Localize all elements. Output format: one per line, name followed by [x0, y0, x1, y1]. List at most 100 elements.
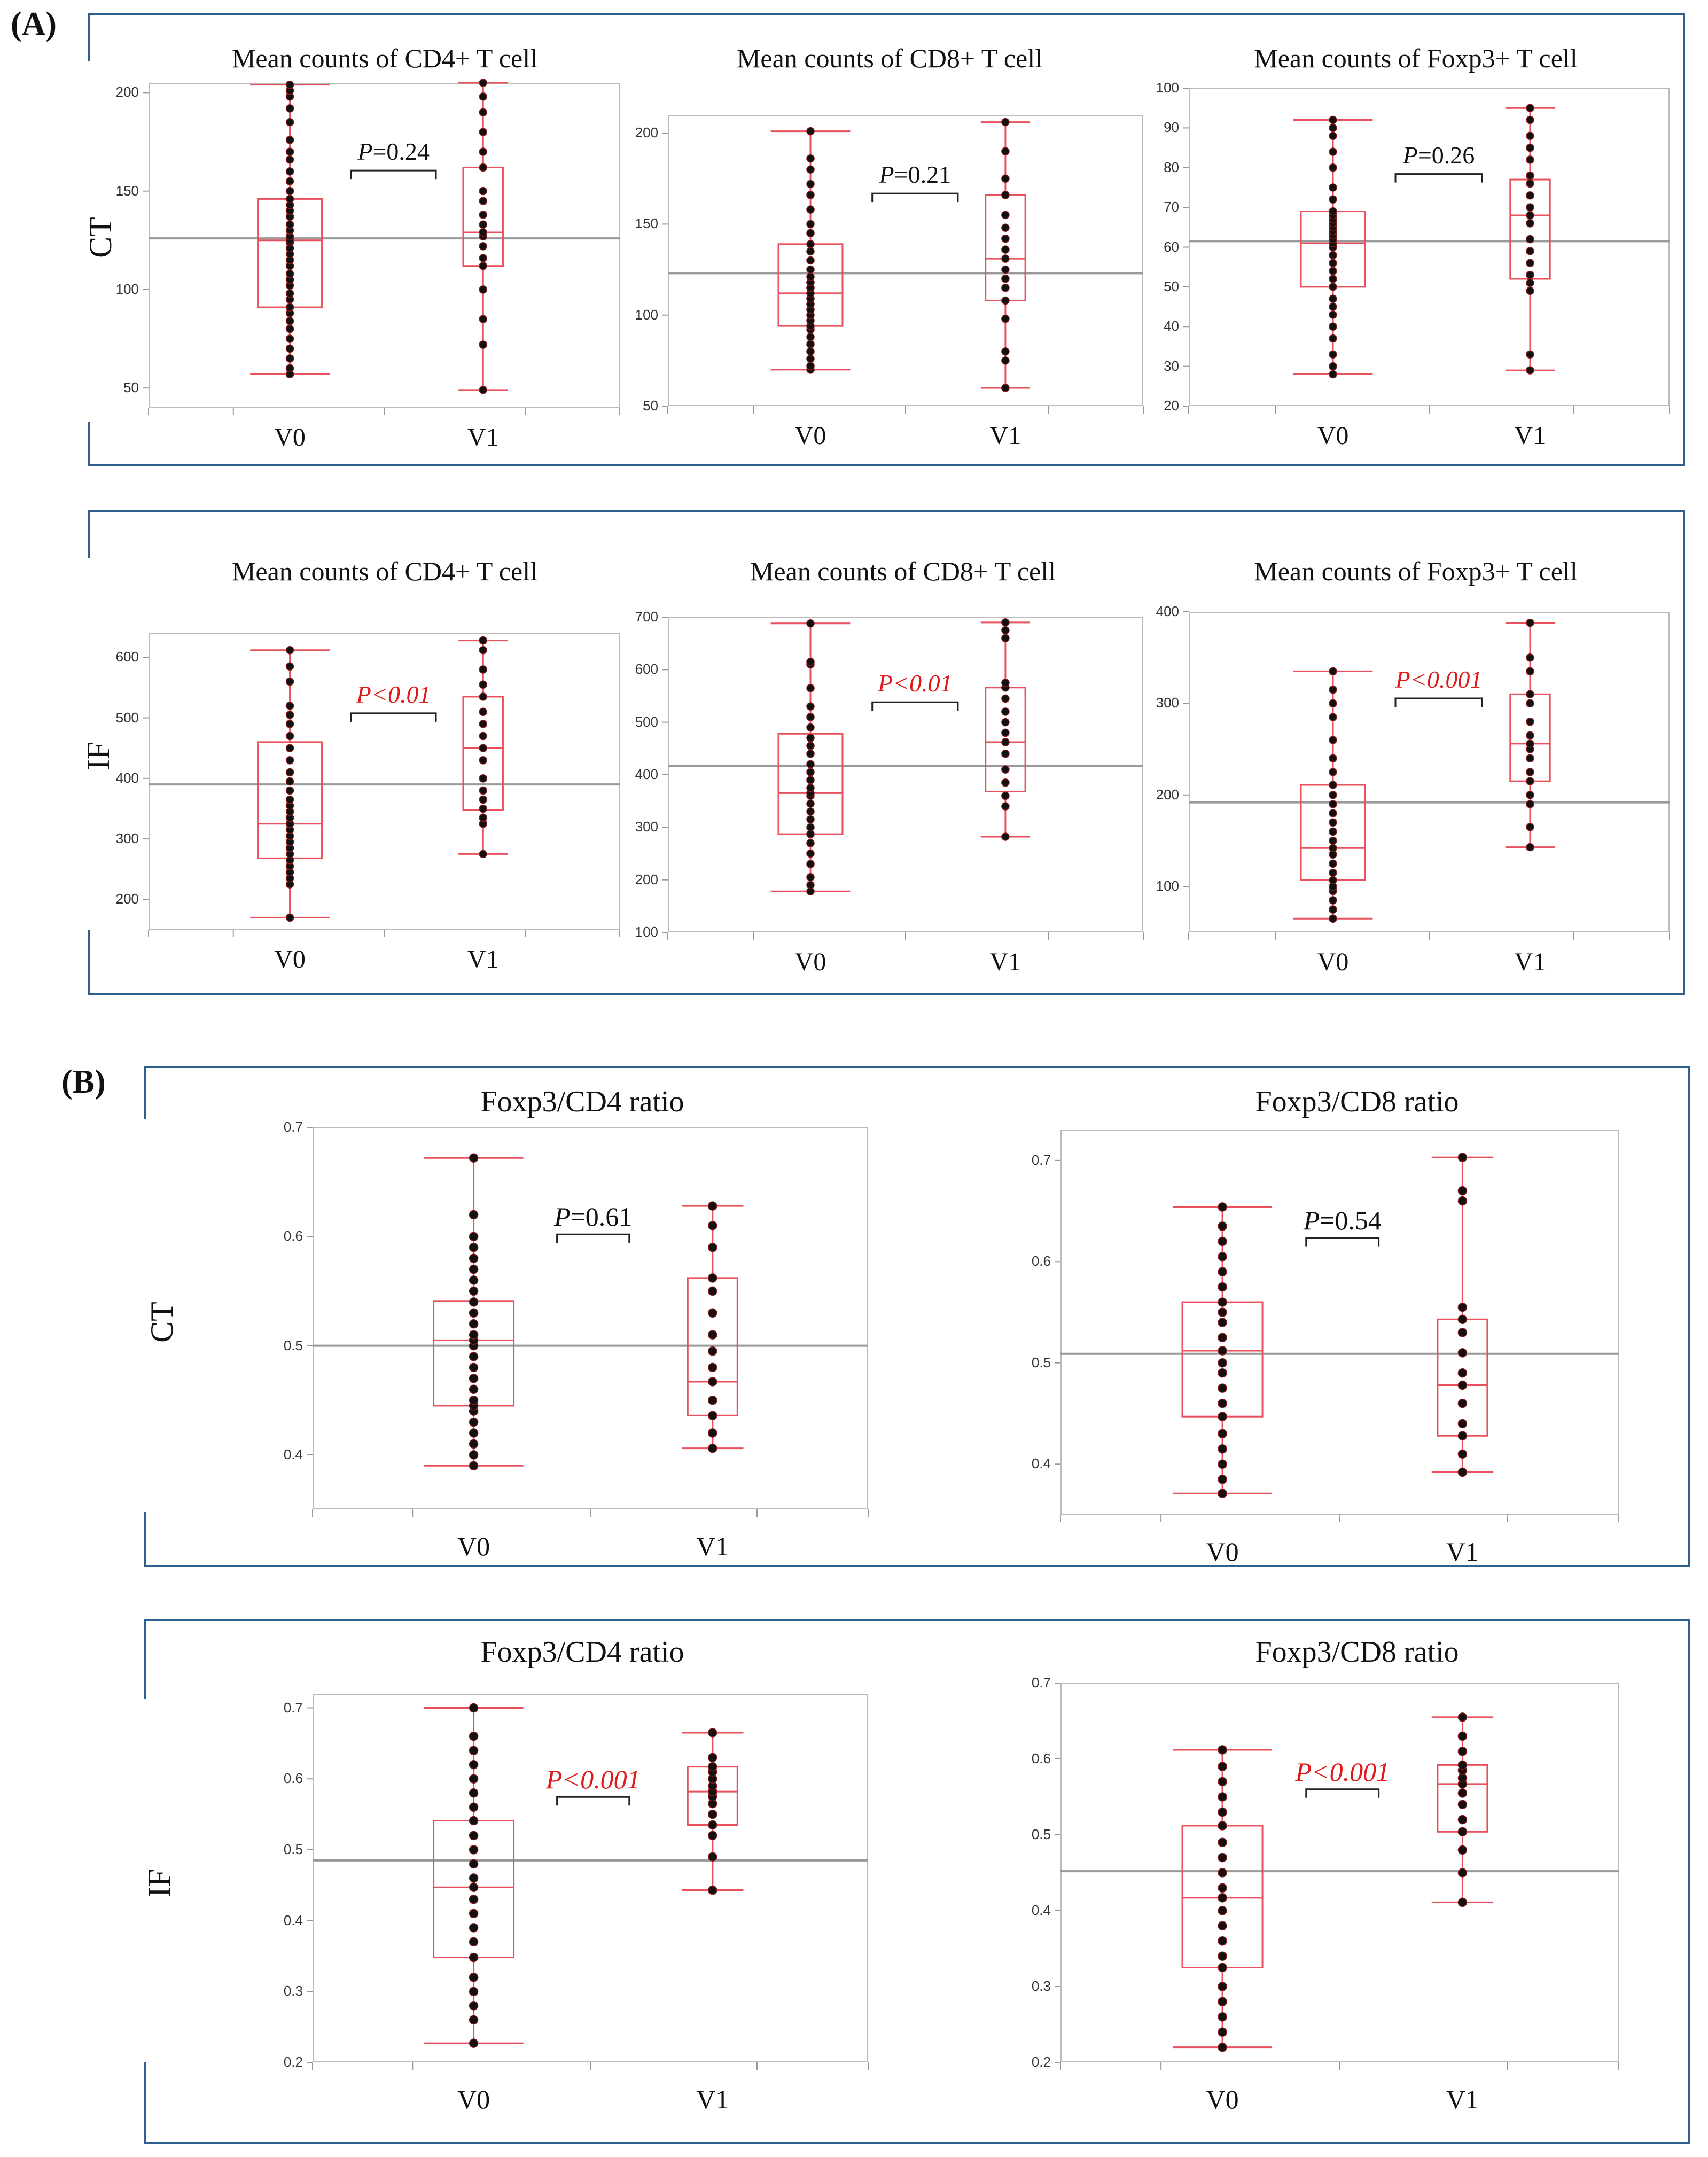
xtick-label-v0: V0	[794, 948, 826, 976]
ytick-label: 0.4	[283, 1912, 303, 1928]
ytick-label: 300	[635, 819, 658, 835]
p-value-a_if_cd8: P<0.01	[846, 669, 985, 697]
p-value-text: <0.001	[1410, 666, 1483, 693]
p-symbol: P	[554, 1202, 571, 1232]
frame-b-if-stub-bottom	[144, 2062, 146, 2143]
ytick-label: 300	[115, 830, 139, 847]
ytick-label: 0.5	[1031, 1826, 1051, 1842]
xtick-label-v0: V0	[1206, 1537, 1239, 1567]
ytick-label: 0.7	[283, 1119, 303, 1135]
plot-area-a_ct_cd8	[668, 115, 1143, 406]
p-value-text: =0.24	[372, 138, 430, 166]
chart-title-b_ct_cd4: Foxp3/CD4 ratio	[480, 1085, 684, 1118]
xtick-label-v0: V0	[1206, 2084, 1239, 2114]
row-label-a-if: IF	[81, 741, 116, 770]
row-label-a-ct: CT	[82, 217, 118, 258]
ytick-label: 0.6	[283, 1228, 303, 1244]
ytick-label: 0.2	[1031, 2054, 1051, 2070]
p-value-text: <0.01	[371, 680, 431, 708]
p-value-text: =0.26	[1417, 141, 1475, 169]
frame-a-ct-stub-top	[88, 13, 90, 61]
frame-a-ct	[88, 13, 1685, 466]
plot-area-a_if_cd4	[149, 633, 620, 930]
ytick-label: 100	[635, 306, 658, 323]
chart-title-b_ct_cd8: Foxp3/CD8 ratio	[1255, 1085, 1459, 1118]
ytick-label: 90	[1164, 119, 1179, 136]
xtick-label-v1: V1	[989, 422, 1021, 450]
ytick-label: 0.7	[1031, 1675, 1051, 1691]
row-label-b-if: IF	[142, 1868, 177, 1898]
ytick-label: 400	[635, 766, 658, 782]
ytick-label: 500	[115, 709, 139, 726]
p-value-text: <0.01	[893, 669, 953, 697]
ytick-label: 40	[1164, 318, 1179, 334]
xtick-label-v1: V1	[1446, 1537, 1479, 1567]
ytick-label: 20	[1164, 398, 1179, 414]
ytick-label: 600	[635, 661, 658, 678]
p-value-text: =0.54	[1320, 1205, 1382, 1235]
panel-label-b: (B)	[61, 1064, 106, 1100]
ytick-label: 400	[115, 769, 139, 786]
ytick-label: 100	[1156, 80, 1179, 96]
ytick-label: 50	[643, 398, 658, 414]
panel-label-a: (A)	[11, 6, 57, 42]
p-value-text: =0.21	[894, 161, 952, 189]
ytick-label: 300	[1156, 695, 1179, 711]
ytick-label: 30	[1164, 357, 1179, 374]
frame-b-if-stub-top	[144, 1619, 146, 1699]
ytick-label: 0.4	[1031, 1902, 1051, 1918]
ytick-label: 70	[1164, 199, 1179, 215]
chart-title-a_ct_foxp3: Mean counts of Foxp3+ T cell	[1254, 43, 1578, 73]
xtick-label-v1: V1	[696, 2084, 729, 2114]
ytick-label: 100	[115, 281, 139, 297]
xtick-label-v0: V0	[457, 1531, 490, 1561]
frame-b-ct	[144, 1066, 1690, 1567]
p-symbol: P	[356, 680, 371, 708]
xtick-label-v0: V0	[1317, 948, 1349, 976]
chart-title-a_if_cd4: Mean counts of CD4+ T cell	[231, 556, 538, 586]
ytick-label: 0.4	[283, 1446, 303, 1462]
p-value-a_if_cd4: P<0.01	[324, 680, 463, 708]
ytick-label: 80	[1164, 159, 1179, 175]
ytick-label: 0.6	[1031, 1750, 1051, 1766]
plot-area-b_ct_cd8	[1060, 1130, 1619, 1515]
chart-title-b_if_cd4: Foxp3/CD4 ratio	[480, 1636, 684, 1669]
p-value-text: <0.001	[562, 1764, 641, 1795]
frame-b-ct-stub-bottom	[144, 1512, 146, 1566]
plot-area-b_if_cd4	[313, 1694, 868, 2062]
xtick-label-v1: V1	[989, 948, 1021, 976]
ytick-label: 0.7	[283, 1699, 303, 1716]
p-symbol: P	[1395, 666, 1410, 693]
ytick-label: 0.5	[1031, 1354, 1051, 1370]
chart-title-a_ct_cd8: Mean counts of CD8+ T cell	[736, 43, 1043, 73]
frame-b-ct-stub-top	[144, 1066, 146, 1119]
ytick-label: 200	[115, 84, 139, 100]
ytick-label: 100	[635, 924, 658, 940]
ytick-label: 600	[115, 649, 139, 665]
plot-area-a_ct_cd4	[149, 83, 620, 408]
ytick-label: 50	[1164, 278, 1179, 294]
xtick-label-v0: V0	[1317, 422, 1349, 450]
xtick-label-v0: V0	[794, 422, 826, 450]
xtick-label-v1: V1	[1446, 2084, 1479, 2114]
ytick-label: 700	[635, 609, 658, 625]
xtick-label-v1: V1	[696, 1531, 729, 1561]
ytick-label: 0.4	[1031, 1455, 1051, 1472]
plot-area-a_if_foxp3	[1189, 612, 1670, 932]
p-symbol: P	[877, 669, 893, 697]
chart-title-a_if_cd8: Mean counts of CD8+ T cell	[750, 556, 1056, 586]
ytick-label: 0.5	[283, 1337, 303, 1353]
ytick-label: 500	[635, 713, 658, 730]
p-value-b_ct_cd4: P=0.61	[524, 1201, 662, 1232]
p-symbol: P	[1295, 1756, 1312, 1787]
chart-title-a_if_foxp3: Mean counts of Foxp3+ T cell	[1254, 556, 1578, 586]
ytick-label: 200	[115, 891, 139, 907]
p-value-a_ct_cd8: P=0.21	[846, 160, 985, 189]
ytick-label: 0.2	[283, 2054, 303, 2070]
xtick-label-v1: V1	[1514, 948, 1546, 976]
p-symbol: P	[1303, 1205, 1320, 1235]
p-symbol: P	[1402, 141, 1418, 169]
frame-a-if-stub-bottom	[88, 930, 90, 994]
ytick-label: 0.6	[283, 1770, 303, 1787]
p-value-b_if_cd4: P<0.001	[524, 1764, 662, 1795]
